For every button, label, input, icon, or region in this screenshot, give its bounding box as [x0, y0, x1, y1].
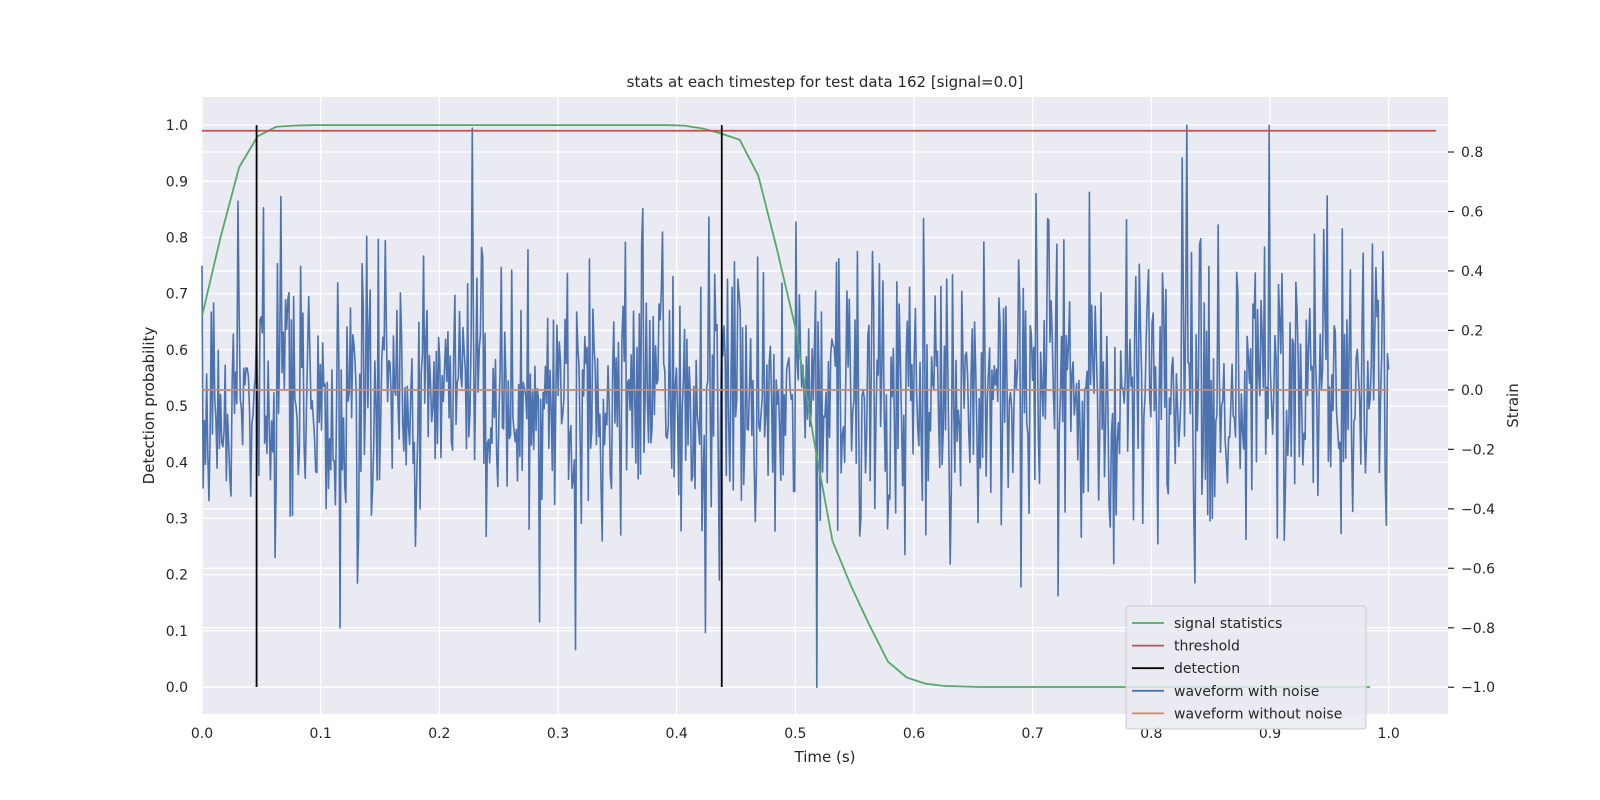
x-tick-label: 0.0: [191, 726, 213, 742]
legend: signal statistics threshold detection wavef…: [1125, 605, 1367, 730]
x-tick-label: 0.9: [1259, 726, 1281, 742]
y-right-tick-label: −0.8: [1461, 621, 1495, 637]
x-axis: 0.0 0.1 0.2 0.3 0.4 0.5 0.6 0.7 0.8 0.9 1.0: [191, 726, 1400, 742]
x-tick-label: 0.3: [547, 726, 569, 742]
legend-label: threshold: [1174, 639, 1240, 655]
y-left-tick-label: 0.4: [166, 455, 188, 471]
y-left-tick-label: 1.0: [166, 118, 188, 134]
x-tick-label: 0.2: [428, 726, 450, 742]
y-right-tick-label: 0.6: [1461, 204, 1483, 220]
y-right-tick-label: −0.6: [1461, 561, 1495, 577]
y-right-tick-label: 0.2: [1461, 323, 1483, 339]
y-left-tick-label: 0.5: [166, 399, 188, 415]
x-tick-label: 0.8: [1140, 726, 1162, 742]
y-right-tick-label: −0.4: [1461, 502, 1495, 518]
y-right-tick-label: 0.4: [1461, 264, 1483, 280]
legend-label: signal statistics: [1174, 616, 1282, 632]
y-axis-left-label: Detection probability: [140, 327, 158, 485]
y-right-tick-label: −0.2: [1461, 442, 1495, 458]
y-left-tick-label: 0.7: [166, 287, 188, 303]
legend-label: waveform with noise: [1174, 684, 1319, 700]
x-tick-label: 0.7: [1022, 726, 1044, 742]
y-right-tick-label: 0.0: [1461, 383, 1483, 399]
y-left-tick-label: 0.6: [166, 343, 188, 359]
x-tick-label: 0.6: [903, 726, 925, 742]
y-left-tick-label: 0.9: [166, 174, 188, 190]
x-tick-label: 1.0: [1378, 726, 1400, 742]
x-axis-label: Time (s): [794, 748, 856, 766]
legend-label: detection: [1174, 661, 1240, 677]
legend-box: [1125, 605, 1367, 730]
y-right-tick-label: −1.0: [1461, 680, 1495, 696]
waveform-with-noise-line: [201, 124, 1390, 689]
x-tick-label: 0.5: [784, 726, 806, 742]
y-left-tick-label: 0.0: [166, 680, 188, 696]
x-tick-label: 0.4: [666, 726, 688, 742]
x-tick-label: 0.1: [310, 726, 332, 742]
chart-title: stats at each timestep for test data 162…: [627, 73, 1024, 91]
y-left-tick-label: 0.1: [166, 624, 188, 640]
y-axis-right-label: Strain: [1504, 383, 1522, 427]
y-left-tick-label: 0.2: [166, 568, 188, 584]
y-axis-left: 0.0 0.1 0.2 0.3 0.4 0.5 0.6 0.7 0.8 0.9 1.0: [166, 118, 188, 696]
y-left-tick-label: 0.8: [166, 230, 188, 246]
y-left-tick-label: 0.3: [166, 511, 188, 527]
legend-label: waveform without noise: [1174, 706, 1342, 722]
y-right-tick-label: 0.8: [1461, 145, 1483, 161]
y-axis-right: −1.0 −0.8 −0.6 −0.4 −0.2 0.0 0.2 0.4 0.6 0.8: [1448, 145, 1495, 696]
